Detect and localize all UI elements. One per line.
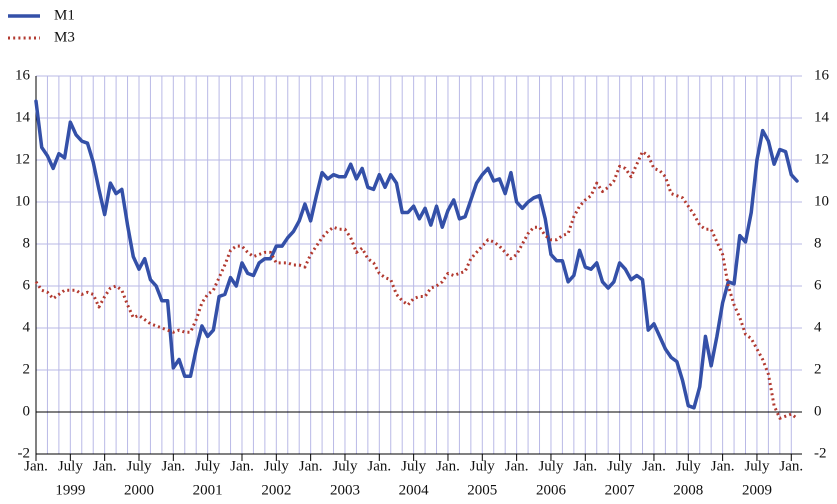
y2-tick-label: 16 xyxy=(814,67,830,83)
x-tick-label: Jan. xyxy=(161,458,185,474)
year-label: 2008 xyxy=(673,482,703,498)
plot-area xyxy=(36,76,802,454)
x-tick-label: Jan. xyxy=(299,458,323,474)
year-label: 2001 xyxy=(193,482,223,498)
x-tick-label: Jan. xyxy=(436,458,460,474)
x-tick-label: July xyxy=(58,458,84,474)
lines xyxy=(34,99,799,420)
y-tick-label: 6 xyxy=(23,277,31,293)
grid xyxy=(36,75,802,455)
year-label: 1999 xyxy=(55,482,85,498)
y2-tick-label: 14 xyxy=(814,109,830,125)
x-tick-label: July xyxy=(676,458,702,474)
y2-tick-label: 0 xyxy=(814,403,822,419)
x-tick-label: Jan. xyxy=(779,458,803,474)
x-tick-label: Jan. xyxy=(230,458,254,474)
y2-tick-label: -2 xyxy=(814,445,827,461)
x-tick-label: Jan. xyxy=(711,458,735,474)
y-tick-label: 10 xyxy=(15,193,30,209)
y2-tick-label: 10 xyxy=(814,193,829,209)
x-tick-label: Jan. xyxy=(93,458,117,474)
x-tick-label: July xyxy=(538,458,564,474)
y2-tick-label: 12 xyxy=(814,151,829,167)
x-tick-label: July xyxy=(470,458,496,474)
year-label: 2009 xyxy=(742,482,772,498)
x-tick-label: Jan. xyxy=(367,458,391,474)
y2-tick-label: 2 xyxy=(814,361,822,377)
year-label: 2004 xyxy=(399,482,430,498)
year-label: 2007 xyxy=(605,482,636,498)
year-label: 2003 xyxy=(330,482,360,498)
x-tick-label: July xyxy=(264,458,290,474)
y-tick-label: 4 xyxy=(23,319,31,335)
y-tick-label: 2 xyxy=(23,361,31,377)
y-tick-label: 14 xyxy=(15,109,31,125)
y2-tick-label: 4 xyxy=(814,319,822,335)
x-tick-label: July xyxy=(607,458,633,474)
y-tick-label: 0 xyxy=(23,403,31,419)
year-label: 2000 xyxy=(124,482,154,498)
x-tick-label: July xyxy=(744,458,770,474)
series-line xyxy=(34,99,799,410)
axes: -2 -2 0 0 2 2 4 4 6 6 8 8 10 10 12 12 14 14 16 16 Jan. July Ja… xyxy=(15,67,830,498)
y2-tick-label: 8 xyxy=(814,235,822,251)
y2-tick-label: 6 xyxy=(814,277,822,293)
year-label: 2006 xyxy=(536,482,567,498)
year-label: 2005 xyxy=(467,482,497,498)
x-tick-label: Jan. xyxy=(573,458,597,474)
x-tick-label: July xyxy=(401,458,427,474)
series-line xyxy=(34,150,798,420)
x-tick-label: July xyxy=(332,458,358,474)
x-tick-label: July xyxy=(126,458,152,474)
x-tick-label: July xyxy=(195,458,221,474)
y-tick-label: -2 xyxy=(18,445,31,461)
y-tick-label: 16 xyxy=(15,67,31,83)
legend-label: M3 xyxy=(54,29,75,45)
x-tick-label: Jan. xyxy=(24,458,48,474)
year-label: 2002 xyxy=(261,482,291,498)
legend-label: M1 xyxy=(54,7,75,23)
y-tick-label: 12 xyxy=(15,151,30,167)
x-tick-label: Jan. xyxy=(642,458,666,474)
x-tick-label: Jan. xyxy=(505,458,529,474)
y-tick-label: 8 xyxy=(23,235,31,251)
